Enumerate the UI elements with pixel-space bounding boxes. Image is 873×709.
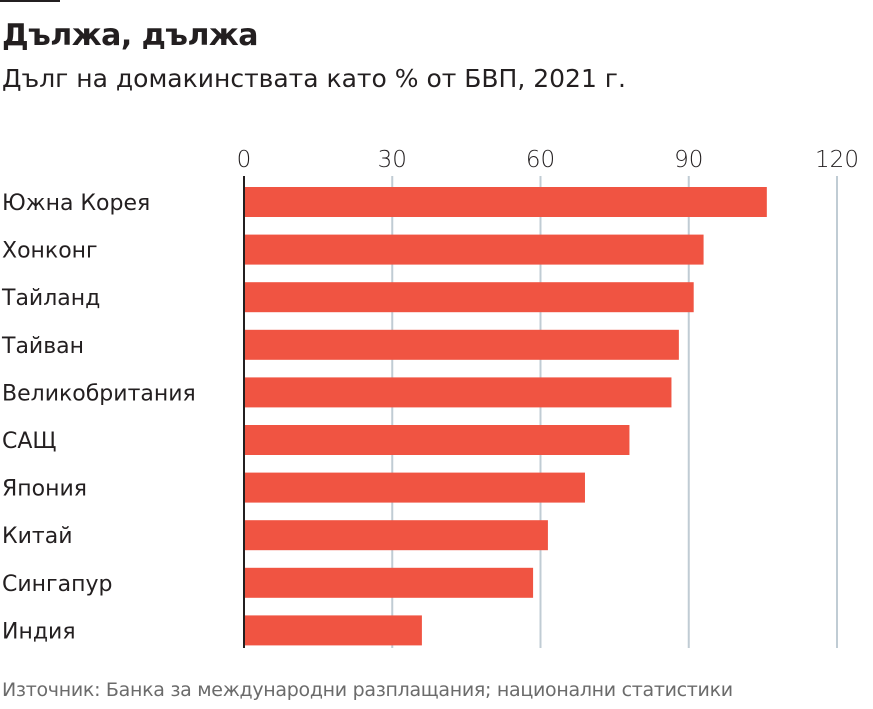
category-label: Тайланд <box>1 286 100 311</box>
top-rule <box>0 0 60 2</box>
bar <box>244 234 704 265</box>
x-tick-label: 120 <box>815 147 859 173</box>
category-label: Хонконг <box>2 239 98 264</box>
category-label: Япония <box>2 477 87 502</box>
bar <box>244 377 672 408</box>
category-label: Сингапур <box>2 572 112 597</box>
category-label: Китай <box>2 524 73 549</box>
category-label: САЩ <box>2 429 56 454</box>
bars <box>244 187 767 646</box>
bar <box>244 425 630 455</box>
bar <box>244 329 679 360</box>
chart-subtitle: Дълг на домакинствата като % от БВП, 202… <box>2 64 626 93</box>
category-label: Индия <box>2 619 76 644</box>
category-labels: Южна Корея Хонконг Тайланд Тайван Великобрит… <box>1 191 196 644</box>
bar <box>244 472 585 503</box>
source-note: Източник: Банка за международни разплаща… <box>2 679 733 701</box>
bar <box>244 520 548 551</box>
x-tick-label: 30 <box>378 147 407 173</box>
x-tick-label: 60 <box>526 147 555 173</box>
chart-title: Дължа, дължа <box>2 18 259 53</box>
category-label: Великобритания <box>2 381 196 406</box>
bar <box>244 187 767 217</box>
bar <box>244 567 534 598</box>
bar <box>244 615 422 646</box>
category-label: Тайван <box>1 334 84 359</box>
category-label: Южна Корея <box>2 191 150 216</box>
x-tick-label: 90 <box>674 147 703 173</box>
x-tick-label: 0 <box>237 147 252 173</box>
bar <box>244 282 694 313</box>
x-axis-ticks: 0 30 60 90 120 <box>237 147 859 173</box>
